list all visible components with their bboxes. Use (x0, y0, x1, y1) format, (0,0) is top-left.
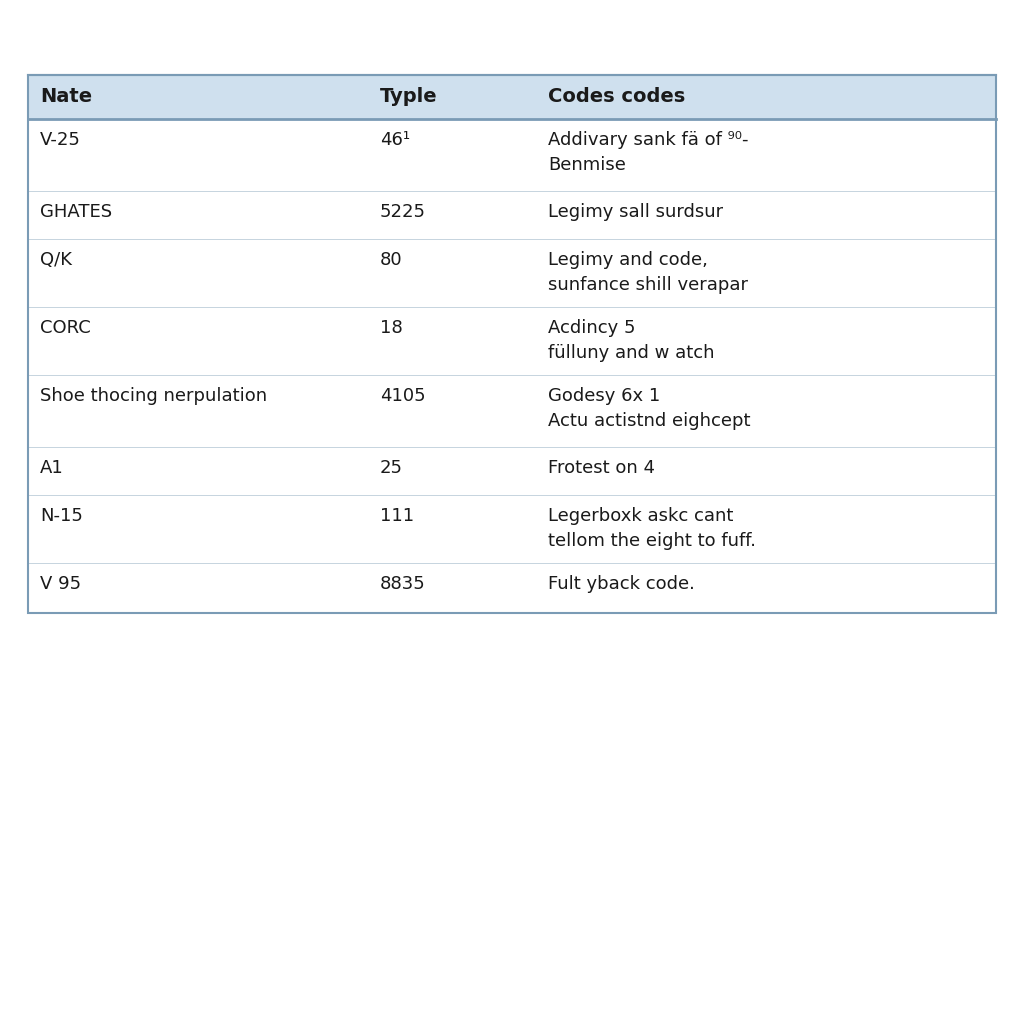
Text: 25: 25 (380, 459, 403, 477)
Text: 80: 80 (380, 251, 402, 269)
Text: 8835: 8835 (380, 575, 426, 593)
Text: 18: 18 (380, 319, 402, 337)
Bar (28, 75, 996, 613)
Text: Codes codes: Codes codes (548, 87, 685, 106)
Text: N-15: N-15 (40, 507, 83, 525)
Text: CORC: CORC (40, 319, 91, 337)
Text: Acdincy 5
fülluny and w atch: Acdincy 5 fülluny and w atch (548, 319, 715, 362)
Text: Nate: Nate (40, 87, 92, 106)
Bar (28, 119, 996, 191)
Text: A1: A1 (40, 459, 63, 477)
Text: Legimy and code,
sunfance shill verapar: Legimy and code, sunfance shill verapar (548, 251, 748, 294)
Text: Shoe thocing nerpulation: Shoe thocing nerpulation (40, 387, 267, 406)
Text: Typle: Typle (380, 87, 437, 106)
Bar (28, 239, 996, 307)
Text: V 95: V 95 (40, 575, 81, 593)
Bar (28, 307, 996, 375)
Text: V-25: V-25 (40, 131, 81, 150)
Text: Addivary sank fä of ⁹⁰-
Benmise: Addivary sank fä of ⁹⁰- Benmise (548, 131, 749, 174)
Text: Legimy sall surdsur: Legimy sall surdsur (548, 203, 723, 221)
Bar (28, 75, 996, 119)
Text: 5225: 5225 (380, 203, 426, 221)
Bar (28, 447, 996, 495)
Text: 4105: 4105 (380, 387, 426, 406)
Text: Frotest on 4: Frotest on 4 (548, 459, 655, 477)
Bar (28, 375, 996, 447)
Text: Legerboxk askc cant
tellom the eight to fuff.: Legerboxk askc cant tellom the eight to … (548, 507, 756, 550)
Text: 46¹: 46¹ (380, 131, 411, 150)
Text: GHATES: GHATES (40, 203, 112, 221)
Text: Fult yback code.: Fult yback code. (548, 575, 695, 593)
Text: Q/K: Q/K (40, 251, 72, 269)
Bar (28, 191, 996, 239)
Text: Godesy 6x 1
Actu actistnd eighcept: Godesy 6x 1 Actu actistnd eighcept (548, 387, 751, 430)
Bar (28, 495, 996, 563)
Bar (28, 563, 996, 613)
Text: 111: 111 (380, 507, 414, 525)
